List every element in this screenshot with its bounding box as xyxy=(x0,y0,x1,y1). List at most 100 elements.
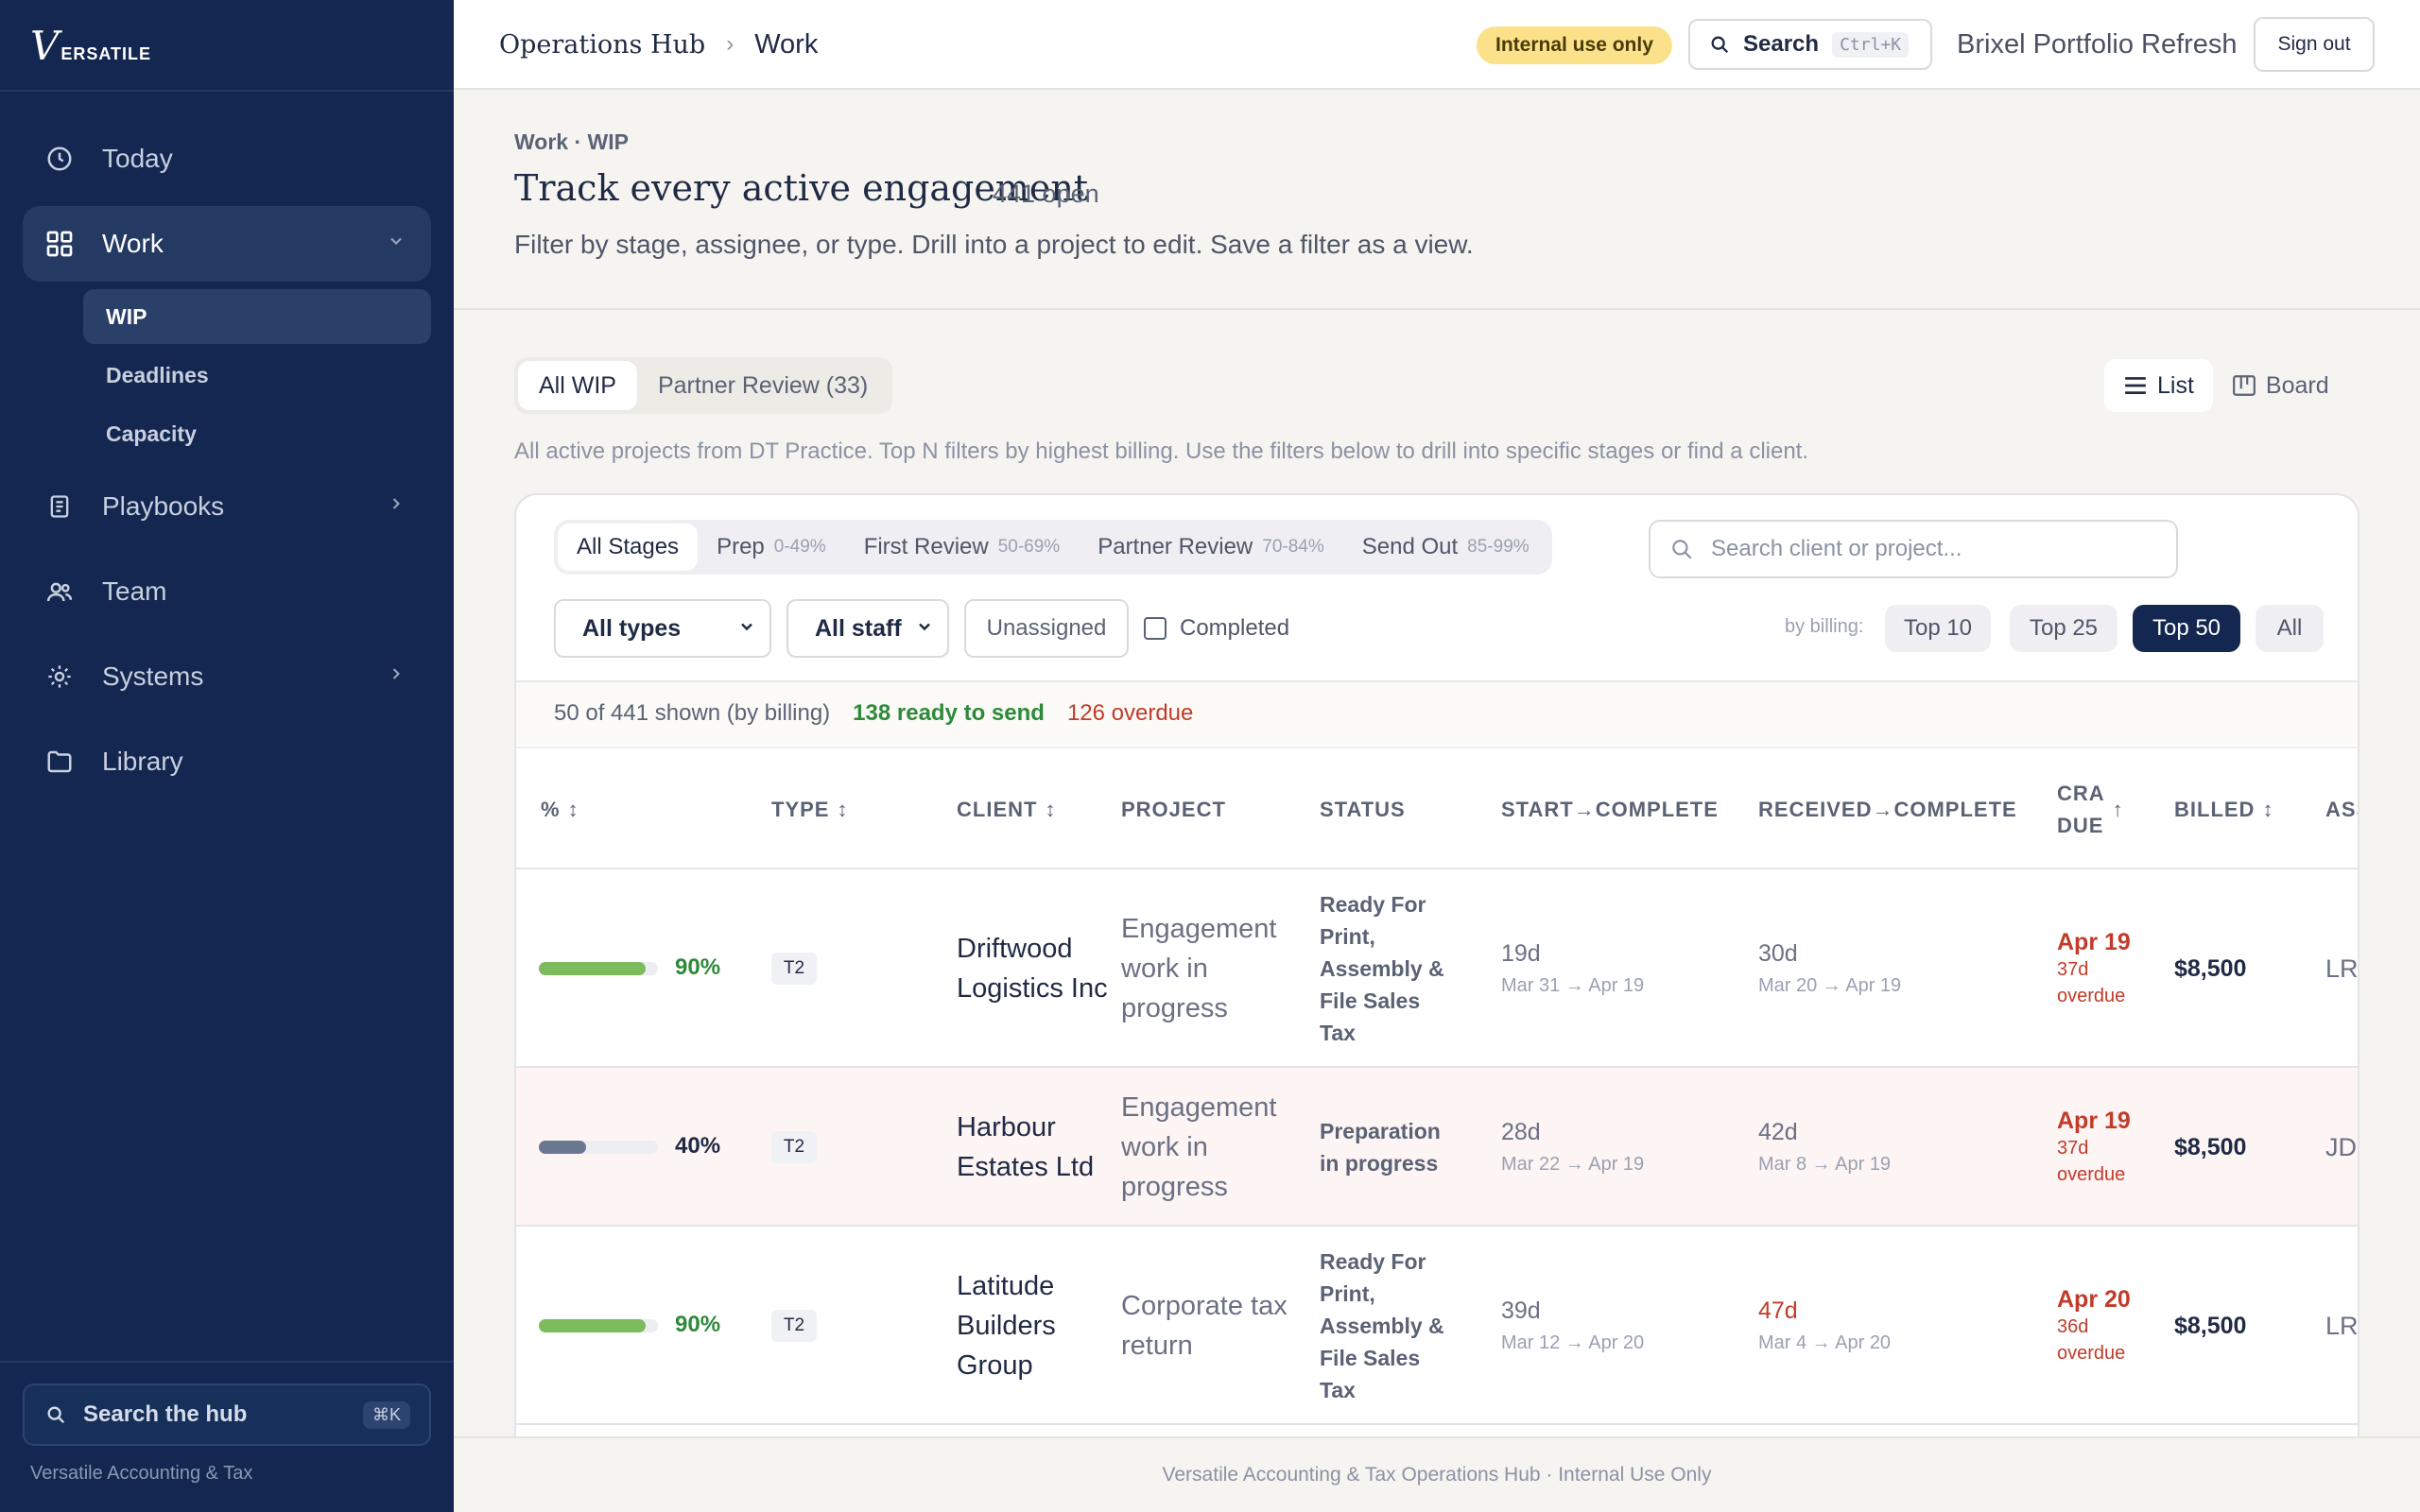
list-view-button[interactable]: List xyxy=(2104,359,2213,412)
progress-bar xyxy=(539,962,658,975)
start-range: Mar 31 → Apr 19 xyxy=(1501,975,1645,996)
sidebar: V ERSATILE Today Work WIP Deadlines Capa… xyxy=(0,0,454,1512)
top-10-button[interactable]: Top 10 xyxy=(1885,605,1991,652)
clipboard-icon xyxy=(43,490,76,523)
sign-out-button[interactable]: Sign out xyxy=(2254,17,2375,72)
col-label: CLIENT xyxy=(957,798,1038,821)
page-header: Work · WIP Track every active engagement… xyxy=(454,90,2420,310)
col-client[interactable]: CLIENT ↕ xyxy=(957,748,1056,871)
col-received: RECEIVED→COMPLETE xyxy=(1758,748,2017,871)
progress-percent: 90% xyxy=(675,1312,721,1337)
nav-label: Systems xyxy=(102,662,204,691)
start-range: Mar 12 → Apr 20 xyxy=(1501,1332,1645,1353)
completed-checkbox[interactable] xyxy=(1144,617,1167,640)
col-label: PROJECT xyxy=(1121,798,1226,821)
project-name[interactable]: Engagement work in progress xyxy=(1121,1092,1277,1202)
tab-all-wip[interactable]: All WIP xyxy=(518,361,637,410)
list-icon xyxy=(2123,375,2148,396)
progress-bar xyxy=(539,1319,658,1332)
completed-toggle[interactable]: Completed xyxy=(1144,599,1289,658)
nav-item-playbooks[interactable]: Playbooks xyxy=(23,469,431,544)
breadcrumb-current: Work xyxy=(754,28,819,60)
users-icon xyxy=(43,576,76,608)
board-view-button[interactable]: Board xyxy=(2213,359,2348,412)
col-project: PROJECT xyxy=(1121,748,1226,871)
tab-partner-review[interactable]: Partner Review (33) xyxy=(657,371,869,399)
chevron-down-icon xyxy=(737,615,756,643)
table-row[interactable]: 90% T2 Driftwood Logistics Inc Engagement w… xyxy=(516,869,2359,1068)
col-type[interactable]: TYPE ↕ xyxy=(771,748,848,871)
global-search-button[interactable]: Search Ctrl+K xyxy=(1688,19,1932,70)
stage-range: 70-84% xyxy=(1262,537,1324,557)
sort-icon: ↕ xyxy=(2262,798,2274,821)
col-label: ASSIGNEE xyxy=(2325,798,2358,821)
sidebar-divider xyxy=(0,90,454,92)
subnav-wip[interactable]: WIP xyxy=(83,289,431,344)
stage-all[interactable]: All Stages xyxy=(558,524,699,571)
breadcrumb-root[interactable]: Operations Hub xyxy=(499,29,706,60)
hub-search-button[interactable]: Search the hub ⌘K xyxy=(23,1383,431,1446)
grid-icon xyxy=(43,228,76,260)
board-view-label: Board xyxy=(2265,371,2329,399)
view-toggle: List Board xyxy=(2104,357,2348,414)
stage-partner-review[interactable]: Partner Review 70-84% xyxy=(1079,524,1343,571)
billed-amount: $8,500 xyxy=(2174,954,2247,982)
col-cra-due[interactable]: CRA DUE ↑ xyxy=(2057,748,2124,871)
col-label-wrap: CRA DUE xyxy=(2057,778,2105,842)
nav-item-team[interactable]: Team xyxy=(23,554,431,629)
stage-range: 0-49% xyxy=(773,537,826,557)
col-pct[interactable]: % ↕ xyxy=(541,748,579,871)
chevron-down-icon[interactable] xyxy=(384,231,408,257)
billed-amount: $8,500 xyxy=(2174,1312,2247,1339)
project-name[interactable]: Engagement work in progress xyxy=(1121,914,1277,1023)
search-icon xyxy=(45,1404,66,1425)
project-name[interactable]: Corporate tax return xyxy=(1121,1291,1288,1361)
start-duration: 39d xyxy=(1501,1297,1541,1324)
stage-prep[interactable]: Prep 0-49% xyxy=(698,524,845,571)
col-billed[interactable]: BILLED ↕ xyxy=(2174,748,2273,871)
logo[interactable]: V ERSATILE xyxy=(30,23,151,66)
nav-item-systems[interactable]: Systems xyxy=(23,639,431,714)
progress-percent: 40% xyxy=(675,1133,721,1159)
chevron-right-icon[interactable] xyxy=(384,663,408,690)
wip-note: All active projects from DT Practice. To… xyxy=(514,438,1809,464)
subnav-deadlines[interactable]: Deadlines xyxy=(106,362,209,387)
project-name: Brixel Portfolio Refresh xyxy=(1957,28,2238,60)
sort-icon: ↕ xyxy=(837,798,849,821)
stage-range: 85-99% xyxy=(1467,537,1530,557)
assignee-initials: LR xyxy=(2325,1311,2359,1340)
client-search-input[interactable]: Search client or project... xyxy=(1649,520,2178,578)
table-row[interactable]: 40% T2 Harbour Estates Ltd Engagement work … xyxy=(516,1068,2358,1227)
status-text: Ready For Print, Assembly & File Sales T… xyxy=(1320,1249,1444,1402)
start-duration: 19d xyxy=(1501,940,1541,967)
type-select[interactable]: All types xyxy=(554,599,771,658)
stage-send-out[interactable]: Send Out 85-99% xyxy=(1343,524,1548,571)
client-name[interactable]: Harbour Estates Ltd xyxy=(957,1112,1095,1182)
nav-item-work[interactable]: Work xyxy=(23,206,431,282)
table-row[interactable]: 90% T2 Latitude Builders Group Corporate ta… xyxy=(516,1227,2359,1425)
type-badge: T2 xyxy=(771,1310,817,1342)
stage-label: All Stages xyxy=(577,534,680,559)
client-name[interactable]: Driftwood Logistics Inc xyxy=(957,934,1108,1004)
client-name[interactable]: Latitude Builders Group xyxy=(957,1271,1056,1381)
chevron-right-icon[interactable] xyxy=(384,493,408,520)
staff-select[interactable]: All staff xyxy=(786,599,949,658)
stage-first-review[interactable]: First Review 50-69% xyxy=(845,524,1080,571)
start-range: Mar 22 → Apr 19 xyxy=(1501,1154,1645,1175)
unassigned-button[interactable]: Unassigned xyxy=(964,599,1129,658)
folder-icon xyxy=(43,746,76,778)
page-footer: Versatile Accounting & Tax Operations Hu… xyxy=(454,1436,2420,1512)
nav-item-library[interactable]: Library xyxy=(23,724,431,799)
all-button[interactable]: All xyxy=(2256,605,2324,652)
subnav-capacity[interactable]: Capacity xyxy=(106,421,197,446)
wip-card: All Stages Prep 0-49% First Review 50-69% … xyxy=(514,493,2360,1512)
top-25-button[interactable]: Top 25 xyxy=(2010,605,2118,652)
nav-item-today[interactable]: Today xyxy=(23,121,431,197)
top-50-button[interactable]: Top 50 xyxy=(2133,605,2240,652)
stage-range: 50-69% xyxy=(997,537,1061,557)
overdue-note: 37d overdue xyxy=(2057,958,2126,1006)
status-text: Preparation in progress xyxy=(1320,1119,1441,1176)
shortcut-hint: Ctrl+K xyxy=(1832,31,1910,58)
assignee-initials: LR xyxy=(2325,954,2359,983)
